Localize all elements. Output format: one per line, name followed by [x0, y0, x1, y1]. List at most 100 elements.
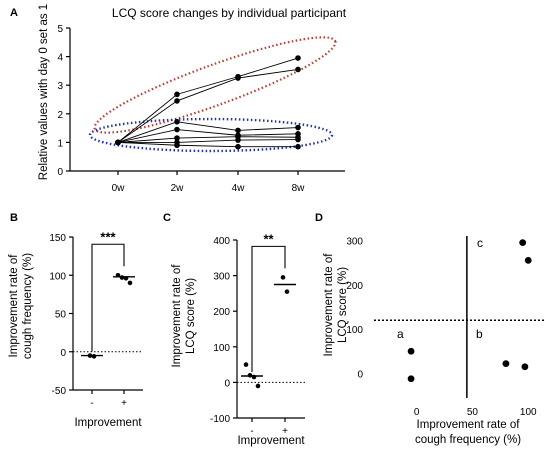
data-points: [241, 275, 296, 389]
y-ticks: 0 1 2 3 4 5: [57, 24, 70, 178]
x-tick-label: 4w: [232, 183, 246, 194]
data-point: [127, 280, 133, 286]
series-lines: [115, 55, 301, 150]
y-axis-label: Relative values with day 0 set as 1: [38, 4, 50, 180]
y-axis-label-line1: Improvement rate of: [8, 254, 20, 358]
data-point: [174, 91, 180, 98]
x-tick-label: 0: [414, 407, 420, 418]
data-point: [519, 239, 527, 247]
data-point: [407, 347, 415, 355]
y-tick-label: 5: [57, 24, 63, 35]
bracket-line: [91, 243, 125, 352]
data-point: [174, 98, 180, 104]
y-tick-label: 200: [346, 281, 363, 292]
x-tick-label: 100: [520, 407, 537, 418]
data-point: [174, 135, 180, 141]
data-point: [295, 124, 301, 131]
data-point: [524, 256, 532, 264]
series-line: [117, 129, 299, 143]
blue-ellipse-annotation: [88, 117, 334, 153]
data-point: [235, 143, 241, 150]
data-points: [81, 272, 135, 359]
significance-bracket: **: [251, 231, 286, 372]
x-ticks: 0w 2w 4w 8w: [112, 171, 306, 194]
data-point: [235, 137, 241, 143]
x-tick-label: 0w: [112, 183, 126, 194]
y-tick-label: 0: [57, 167, 63, 178]
y-tick-label: 0: [60, 348, 66, 359]
data-point: [119, 275, 125, 280]
data-point: [91, 354, 97, 359]
y-tick-label: 100: [49, 271, 66, 282]
data-point: [502, 360, 510, 368]
data-point: [295, 143, 301, 150]
y-tick-label: 400: [213, 236, 230, 247]
y-tick-label: 1: [57, 138, 63, 149]
series-line: [117, 69, 299, 143]
x-tick-label: -: [250, 426, 253, 437]
panel-c: C Improvement rate of LCQ score (%) - 100…: [163, 212, 305, 447]
red-ellipse-annotation: [93, 36, 337, 134]
y-axis-label-line2: cough frequency (%): [22, 253, 34, 359]
axis-ticks: -50 0 50 100 150 - +: [49, 233, 127, 409]
data-point: [284, 289, 290, 294]
data-point: [243, 362, 249, 367]
y-tick-label: 3: [57, 81, 63, 92]
y-axis-label-line2: LCQ score (%): [185, 278, 197, 354]
x-tick-label: 8w: [292, 183, 306, 194]
chart-title: LCQ score changes by individual particip…: [112, 6, 347, 20]
y-tick-label: -50: [52, 386, 67, 397]
data-point: [174, 142, 180, 149]
data-point: [295, 55, 301, 61]
quadrant-label-c: c: [477, 236, 483, 250]
data-points: [407, 239, 532, 383]
data-point: [280, 275, 286, 280]
y-axis-label-line1: Improvement rate of: [171, 264, 183, 368]
x-axis-label: Improvement: [237, 435, 305, 447]
y-axis-label-line1: Improvement rate of: [323, 253, 335, 357]
quadrant-label-b: b: [476, 327, 483, 341]
panel-a: A LCQ score changes by individual partic…: [10, 4, 347, 194]
data-point: [174, 126, 180, 133]
data-point: [295, 136, 301, 143]
data-point: [407, 375, 415, 383]
data-point: [235, 127, 241, 134]
x-tick-label: 50: [467, 407, 479, 418]
y-tick-label: 100: [346, 325, 363, 336]
y-tick-label: 4: [57, 53, 63, 64]
x-tick-label: -: [90, 398, 93, 409]
y-tick-label: 100: [213, 343, 230, 354]
panel-label-d: D: [315, 212, 323, 224]
series-line: [117, 121, 299, 143]
significance-stars: ***: [100, 229, 116, 244]
y-tick-label: 0: [357, 369, 363, 380]
data-point: [295, 66, 301, 73]
data-point: [521, 363, 529, 371]
bracket-line: [251, 245, 286, 372]
panel-label-b: B: [10, 212, 18, 224]
panel-label-a: A: [10, 7, 18, 19]
series-line: [117, 57, 299, 143]
y-tick-label: 2: [57, 110, 63, 121]
x-tick-label: +: [282, 426, 288, 437]
panel-label-c: C: [163, 212, 171, 224]
panel-b: B Improvement rate of cough frequency (%…: [8, 212, 143, 429]
series-line: [117, 141, 298, 148]
axis-ticks: 0 100 200 300 0 50 100: [346, 236, 537, 418]
data-point: [115, 139, 121, 146]
quadrant-label-a: a: [397, 327, 404, 341]
y-tick-label: 0: [224, 378, 230, 389]
y-tick-label: 200: [213, 307, 230, 318]
y-tick-label: 300: [346, 236, 363, 247]
x-axis-label-line1: Improvement rate of: [417, 419, 521, 431]
x-axis-label-line2: cough frequency (%): [415, 434, 521, 446]
data-point: [235, 75, 241, 81]
axis-ticks: -100 0 100 200 300 400 - +: [210, 236, 288, 437]
y-tick-label: 300: [213, 272, 230, 283]
significance-stars: **: [263, 231, 274, 246]
x-tick-label: 2w: [171, 183, 185, 194]
y-tick-label: 50: [55, 310, 67, 321]
y-tick-label: 150: [49, 233, 66, 244]
series-line: [117, 136, 299, 143]
